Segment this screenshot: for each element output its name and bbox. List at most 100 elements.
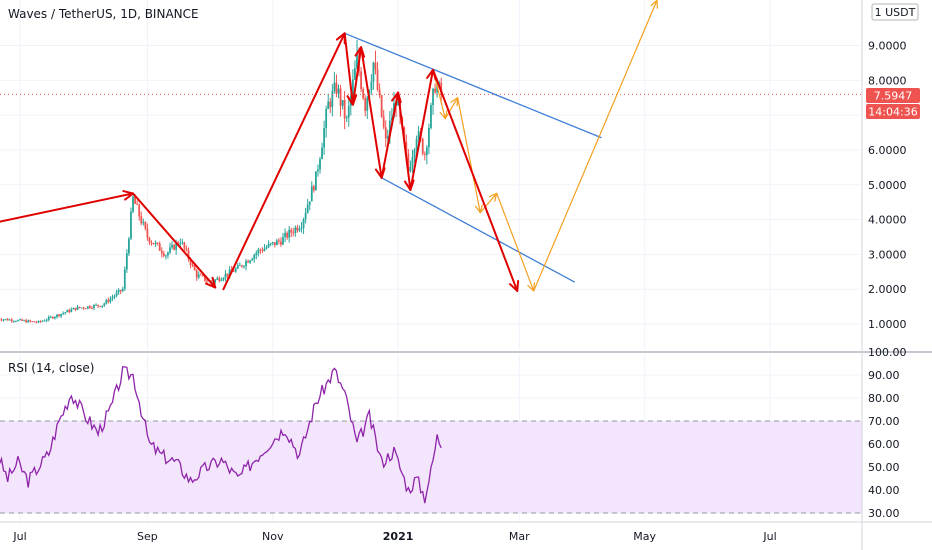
candle bbox=[10, 318, 13, 323]
candle-body bbox=[6, 319, 9, 321]
candle bbox=[17, 319, 19, 322]
candle bbox=[43, 319, 46, 322]
candle bbox=[54, 316, 56, 320]
candle bbox=[374, 50, 377, 75]
candle bbox=[434, 83, 436, 94]
time-axis[interactable]: Jul Sep Nov 2021 Mar May Jul bbox=[12, 530, 776, 543]
candle-body bbox=[436, 85, 439, 93]
candle bbox=[249, 259, 252, 265]
candle-body bbox=[257, 249, 260, 253]
candle bbox=[138, 203, 141, 221]
candle-body bbox=[167, 252, 169, 256]
candle bbox=[224, 270, 227, 282]
candle bbox=[292, 227, 295, 237]
candle-body bbox=[144, 222, 147, 229]
candle bbox=[269, 242, 272, 247]
projection-arrow bbox=[533, 0, 658, 292]
candle-body bbox=[45, 319, 48, 321]
countdown-badge bbox=[866, 104, 920, 119]
candle-body bbox=[125, 253, 128, 270]
candle-body bbox=[440, 82, 443, 95]
candle-body bbox=[74, 307, 77, 310]
projection-arrow-shaft bbox=[444, 97, 459, 120]
trend-channel bbox=[344, 32, 602, 283]
candle bbox=[19, 318, 21, 321]
candle bbox=[378, 83, 381, 99]
candle bbox=[60, 313, 62, 319]
candle-body bbox=[179, 243, 182, 245]
candle-body bbox=[14, 321, 17, 323]
candle-body bbox=[103, 303, 106, 306]
candle-body bbox=[304, 212, 307, 220]
candle bbox=[41, 320, 44, 322]
candle-body bbox=[310, 186, 313, 202]
candle bbox=[273, 242, 276, 248]
candle-body bbox=[64, 312, 67, 314]
candle bbox=[234, 267, 237, 273]
candle bbox=[132, 195, 134, 214]
impulse-arrow-shaft bbox=[360, 46, 383, 179]
time-tick-label: Jul bbox=[762, 530, 776, 543]
rsi-axis[interactable]: 30.00 40.00 50.00 60.00 70.00 80.00 90.00 100.0… bbox=[868, 346, 907, 520]
candle bbox=[226, 273, 229, 279]
candle-body bbox=[146, 228, 149, 238]
candle bbox=[86, 306, 89, 310]
candle bbox=[430, 102, 432, 130]
candle-body bbox=[366, 97, 369, 111]
candle bbox=[56, 314, 58, 319]
time-tick-label: Jul bbox=[12, 530, 26, 543]
candle-body bbox=[171, 244, 173, 248]
candle-body bbox=[58, 314, 60, 317]
candle-body bbox=[113, 295, 116, 298]
candle bbox=[119, 289, 122, 295]
candle bbox=[78, 306, 81, 309]
candle-body bbox=[97, 304, 99, 306]
candle-body bbox=[376, 69, 379, 90]
candle bbox=[107, 297, 110, 304]
candle bbox=[278, 238, 280, 245]
candle bbox=[84, 307, 87, 310]
candle-body bbox=[255, 252, 258, 256]
candle-body bbox=[434, 88, 436, 93]
candle-body bbox=[263, 248, 266, 251]
candle-body bbox=[343, 100, 346, 119]
candle-body bbox=[216, 278, 219, 280]
candle-body bbox=[321, 147, 323, 160]
candle-body bbox=[339, 88, 342, 106]
candle bbox=[319, 156, 321, 174]
candle-body bbox=[241, 265, 243, 267]
candle bbox=[95, 303, 97, 306]
unit-box[interactable] bbox=[871, 3, 919, 21]
time-tick-label: 2021 bbox=[383, 530, 414, 543]
candle-body bbox=[35, 322, 38, 323]
price-pane[interactable] bbox=[0, 0, 862, 350]
candle bbox=[216, 276, 219, 281]
rsi-tick-label: 80.00 bbox=[868, 392, 900, 405]
candle bbox=[384, 120, 387, 147]
candle-body bbox=[382, 116, 385, 128]
candle bbox=[93, 304, 95, 311]
candle-body bbox=[128, 238, 130, 254]
candle-body bbox=[88, 306, 91, 308]
candle bbox=[47, 315, 50, 322]
candle-body bbox=[331, 91, 334, 108]
rsi-tick-label: 70.00 bbox=[868, 415, 900, 428]
candle-body bbox=[245, 261, 247, 267]
candle-body bbox=[164, 255, 167, 257]
impulse-arrow-shaft bbox=[380, 91, 400, 179]
candle-body bbox=[267, 243, 270, 248]
price-axis[interactable]: 1.0000 2.0000 3.0000 4.0000 5.0000 6.0000 8.00… bbox=[868, 40, 907, 332]
candle-body bbox=[226, 273, 229, 276]
candle-body bbox=[189, 259, 192, 265]
candle-body bbox=[269, 243, 272, 245]
candle-body bbox=[333, 82, 336, 92]
candle bbox=[146, 223, 149, 241]
candle-body bbox=[162, 253, 165, 257]
candle-body bbox=[105, 300, 108, 304]
price-tick-label: 1.0000 bbox=[868, 318, 907, 331]
projection-arrow-shaft bbox=[479, 192, 498, 214]
candle-body bbox=[123, 269, 126, 289]
candle bbox=[376, 61, 379, 92]
candle-body bbox=[115, 292, 118, 296]
candle-body bbox=[222, 278, 225, 280]
